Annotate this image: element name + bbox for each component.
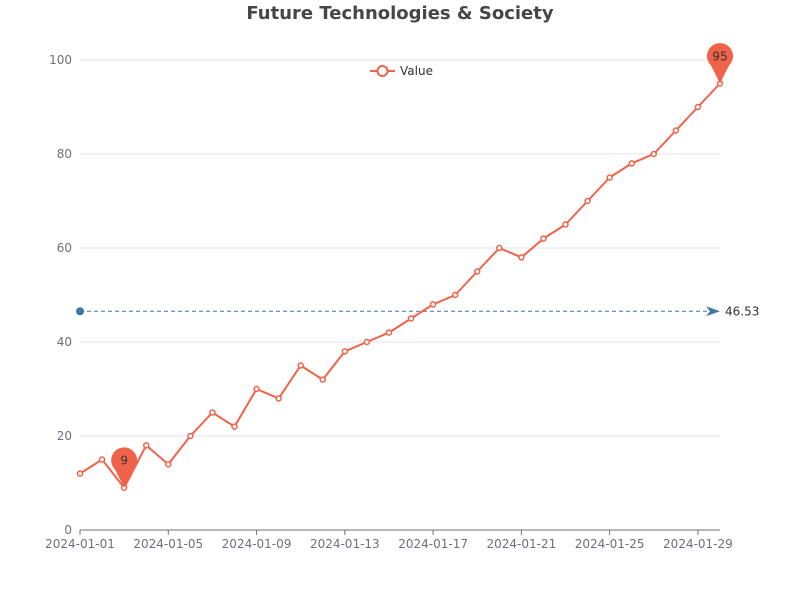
data-point (187, 432, 194, 440)
legend-marker-icon (376, 65, 389, 77)
series-line (79, 82, 721, 489)
data-point (473, 268, 481, 275)
max-mark-label: 95 (712, 50, 727, 64)
x-tick-label: 2024-01-05 (133, 537, 203, 551)
data-point (407, 315, 415, 322)
data-point (363, 338, 371, 346)
data-point (275, 395, 282, 402)
average-mark-line: 46.53 (76, 304, 759, 318)
axes: 0 20 40 60 80 100 2024-01-01 2024-01-05 2024-01-… (45, 53, 733, 551)
data-point (606, 174, 613, 181)
mark-points: 9 95 (111, 43, 734, 488)
data-point (341, 348, 349, 355)
data-point (231, 423, 238, 430)
legend-label-value: Value (400, 64, 433, 78)
x-tick-label: 2024-01-25 (575, 537, 645, 551)
series-layer (76, 80, 724, 491)
y-tick-label: 40 (57, 335, 72, 349)
data-point (672, 127, 680, 134)
data-point (451, 291, 459, 299)
data-point (142, 442, 150, 449)
max-mark-pin-icon (707, 43, 734, 84)
x-tick-label: 2024-01-13 (310, 537, 380, 551)
y-tick-label: 100 (49, 53, 72, 67)
data-point (518, 254, 525, 261)
x-tick-label: 2024-01-01 (45, 537, 115, 551)
data-point (540, 235, 547, 242)
data-point (76, 470, 84, 477)
min-mark-label: 9 (120, 454, 128, 468)
x-tick-label: 2024-01-29 (663, 537, 733, 551)
x-tick-label: 2024-01-17 (398, 537, 468, 551)
grid-lines (80, 59, 720, 437)
data-point (165, 460, 172, 468)
x-tick-label: 2024-01-09 (222, 537, 292, 551)
chart-title: Future Technologies & Society (246, 3, 553, 24)
legend[interactable]: Value (370, 64, 433, 78)
data-point (562, 221, 569, 228)
average-line-start-dot (76, 307, 84, 316)
average-line-label: 46.53 (725, 304, 759, 318)
y-tick-label: 80 (57, 147, 72, 161)
data-point (385, 329, 393, 336)
data-point (584, 197, 591, 205)
data-point (297, 362, 304, 369)
y-tick-label: 0 (64, 523, 72, 537)
x-tick-label: 2024-01-21 (487, 537, 557, 551)
data-point (253, 385, 260, 393)
data-point (496, 244, 503, 252)
data-point (628, 160, 635, 167)
data-point (650, 150, 658, 158)
y-tick-label: 20 (57, 429, 72, 443)
data-point (429, 301, 437, 308)
data-point (98, 456, 106, 463)
data-point (694, 103, 702, 111)
y-tick-label: 60 (57, 241, 72, 255)
average-line-arrow-icon (706, 306, 720, 317)
min-mark-pin-icon (111, 447, 138, 488)
data-point (319, 376, 327, 383)
data-point (209, 409, 216, 416)
